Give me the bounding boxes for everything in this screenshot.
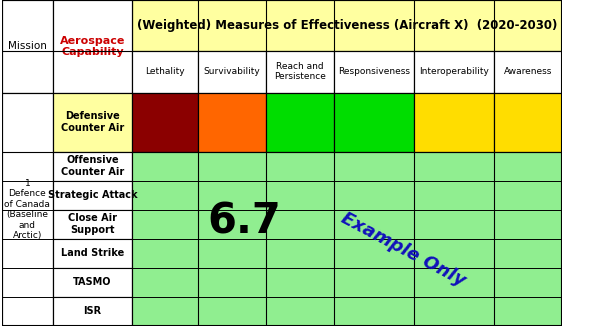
Bar xyxy=(414,51,494,93)
Bar xyxy=(2,0,52,93)
Text: Awareness: Awareness xyxy=(503,67,552,76)
Text: Close Air
Support: Close Air Support xyxy=(68,214,117,235)
Text: 1
Defence
of Canada
(Baseline
and
Arctic): 1 Defence of Canada (Baseline and Arctic… xyxy=(4,179,51,240)
Text: Survivability: Survivability xyxy=(203,67,260,76)
Bar xyxy=(198,51,265,93)
Bar xyxy=(265,93,334,152)
Bar xyxy=(265,51,334,93)
Bar xyxy=(334,51,414,93)
Text: Example Only: Example Only xyxy=(337,209,468,290)
Bar xyxy=(52,239,133,268)
Bar xyxy=(52,93,133,152)
Bar xyxy=(414,93,494,152)
Text: Aerospace
Capability: Aerospace Capability xyxy=(60,36,125,57)
Bar xyxy=(133,152,562,326)
Bar xyxy=(52,152,133,181)
Text: Lethality: Lethality xyxy=(145,67,185,76)
Bar xyxy=(133,93,198,152)
Bar xyxy=(2,93,52,326)
Bar xyxy=(494,93,562,152)
Text: (Weighted) Measures of Effectiveness (Aircraft X)  (2020-2030): (Weighted) Measures of Effectiveness (Ai… xyxy=(137,19,558,32)
Text: TASMO: TASMO xyxy=(73,277,112,288)
Bar xyxy=(52,0,133,93)
Text: 6.7: 6.7 xyxy=(207,200,281,242)
Text: Interoperability: Interoperability xyxy=(419,67,488,76)
Bar xyxy=(133,0,562,51)
Text: Responsiveness: Responsiveness xyxy=(338,67,410,76)
Bar xyxy=(52,268,133,297)
Text: Strategic Attack: Strategic Attack xyxy=(48,190,137,200)
Text: Mission: Mission xyxy=(8,41,47,52)
Bar xyxy=(52,297,133,326)
Bar xyxy=(52,210,133,239)
Text: Reach and
Persistence: Reach and Persistence xyxy=(274,62,325,82)
Bar xyxy=(52,181,133,210)
Text: Land Strike: Land Strike xyxy=(61,248,124,258)
Bar xyxy=(334,93,414,152)
Bar xyxy=(133,51,198,93)
Bar xyxy=(198,93,265,152)
Text: Defensive
Counter Air: Defensive Counter Air xyxy=(61,111,124,133)
Bar xyxy=(494,51,562,93)
Text: ISR: ISR xyxy=(83,306,102,317)
Text: Offensive
Counter Air: Offensive Counter Air xyxy=(61,155,124,177)
